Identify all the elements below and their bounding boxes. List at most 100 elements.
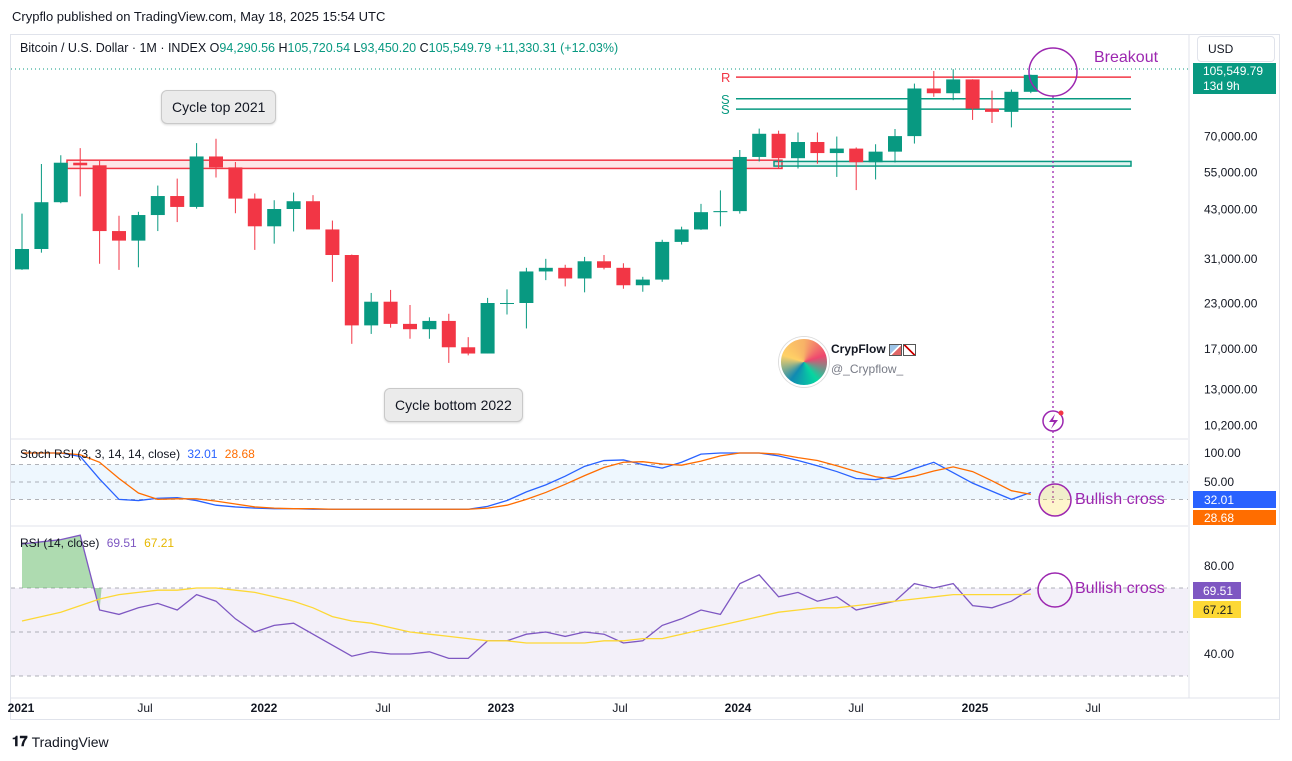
- resistance-zone: [66, 159, 783, 170]
- open-value: 94,290.56: [219, 41, 275, 55]
- candle-body: [829, 148, 844, 154]
- time-tick-label: Jul: [1085, 701, 1100, 715]
- time-tick-label: 2023: [488, 701, 515, 715]
- candle-body: [558, 267, 573, 279]
- stoch-bullish-cross-label: Bullish cross: [1075, 491, 1165, 508]
- rsi-band-fill: [11, 588, 1188, 676]
- candle-body: [519, 271, 534, 303]
- support-zone: [773, 160, 1132, 167]
- footer[interactable]: 𝟏𝟕 TradingView: [12, 733, 109, 750]
- symbol-ohlc: Bitcoin / U.S. Dollar · 1M · INDEX O94,2…: [20, 41, 618, 55]
- candle-body: [713, 211, 728, 213]
- candle-body: [461, 347, 476, 354]
- stoch-title: Stoch RSI (3, 3, 14, 14, close): [20, 447, 181, 461]
- flag-icon: [889, 343, 903, 356]
- open-label: O: [209, 41, 220, 55]
- price-tick-label: 43,000.00: [1204, 203, 1258, 217]
- stoch-cross-circle: [1038, 483, 1072, 517]
- candle-body: [480, 302, 495, 354]
- candle-body: [752, 133, 767, 157]
- price-tick-label: 55,000.00: [1204, 166, 1258, 180]
- stoch-k-value: 32.01: [187, 447, 218, 461]
- cycle-top-callout: Cycle top 2021: [161, 90, 277, 124]
- symbol-title: Bitcoin / U.S. Dollar · 1M · INDEX: [20, 41, 207, 55]
- close-value: 105,549.79: [428, 41, 492, 55]
- currency-button[interactable]: USD: [1197, 36, 1275, 62]
- candle-body: [441, 320, 456, 348]
- price-tick-label: 13,000.00: [1204, 382, 1258, 396]
- author-handle: @_Crypflow_: [831, 362, 904, 376]
- support-level-1-label: S: [721, 92, 730, 107]
- rsi-value: 69.51: [106, 536, 137, 550]
- tradingview-logo-icon: 𝟏𝟕: [12, 733, 28, 749]
- candle-body: [577, 261, 592, 279]
- candle-body: [344, 255, 359, 326]
- rsi-series-1: [21, 587, 1031, 644]
- time-tick-label: Jul: [612, 701, 627, 715]
- candle-body: [189, 156, 204, 207]
- candle-body: [112, 231, 126, 241]
- avatar: [779, 337, 829, 387]
- rsi-tick-label: 80.00: [1204, 559, 1234, 573]
- rsi-series-0: [21, 534, 1032, 660]
- candle-body: [597, 261, 611, 268]
- rsi-ma-badge-value: 67.21: [1203, 603, 1233, 617]
- candle-body: [364, 301, 379, 326]
- close-label: C: [419, 41, 429, 55]
- author-name-text: CrypFlow: [831, 342, 886, 356]
- candle-body: [53, 162, 68, 203]
- candle-body: [732, 156, 747, 212]
- rsi-title: RSI (14, close): [20, 536, 100, 550]
- candle-body: [247, 198, 262, 227]
- price-tick-label: 70,000.00: [1204, 130, 1258, 144]
- candle-body: [907, 88, 922, 137]
- rsi-ma-value: 67.21: [144, 536, 175, 550]
- candle-body: [888, 136, 902, 152]
- time-tick-label: Jul: [848, 701, 863, 715]
- candle-body: [694, 212, 708, 230]
- candle-body: [422, 320, 437, 330]
- candle-body: [655, 241, 670, 280]
- high-value: 105,720.54: [287, 41, 351, 55]
- rsi-cross-circle: [1037, 572, 1073, 608]
- rsi-badge: [1193, 582, 1241, 599]
- lightning-icon-glyph: [1049, 414, 1058, 429]
- high-label: H: [278, 41, 288, 55]
- breakout-circle: [1028, 47, 1078, 97]
- candle-body: [810, 141, 825, 154]
- alert-dot: [1058, 410, 1064, 416]
- stoch-series-d: [22, 452, 1031, 510]
- low-value: 93,450.20: [360, 41, 417, 55]
- rsi-bullish-cross-label: Bullish cross: [1075, 580, 1165, 597]
- time-tick-label: 2025: [962, 701, 989, 715]
- rsi-tick-label: 40.00: [1204, 647, 1234, 661]
- price-badge-value: 105,549.79: [1203, 64, 1263, 78]
- resistance-level-label: R: [721, 70, 730, 85]
- candle-body: [73, 162, 88, 166]
- stoch-d-value: 28.68: [224, 447, 255, 461]
- stoch-series-k: [22, 452, 1032, 510]
- stoch-k-badge: [1193, 491, 1276, 508]
- candle-body: [131, 215, 146, 241]
- breakout-label: Breakout: [1094, 49, 1159, 66]
- candle-body: [926, 88, 941, 94]
- stoch-tick-label: 100.00: [1204, 446, 1241, 460]
- footer-text: TradingView: [31, 733, 109, 750]
- candle-body: [500, 302, 514, 304]
- price-tick-label: 23,000.00: [1204, 297, 1258, 311]
- support-level-2-label: S: [721, 102, 730, 117]
- chart-frame: [10, 34, 1280, 720]
- rsi-overbought-fill: [22, 535, 102, 610]
- price-badge-countdown: 13d 9h: [1203, 79, 1240, 93]
- time-tick-label: 2021: [8, 701, 35, 715]
- time-tick-label: 2024: [725, 701, 752, 715]
- candle-body: [92, 165, 107, 232]
- stoch-tick-label: 50.00: [1204, 475, 1234, 489]
- candle-body: [15, 248, 29, 270]
- rsi-legend: RSI (14, close) 69.51 67.21: [20, 536, 174, 550]
- candle-body: [635, 279, 650, 286]
- candle-body: [538, 267, 553, 272]
- rsi-ma-badge: [1193, 601, 1241, 618]
- candle-body: [150, 196, 165, 216]
